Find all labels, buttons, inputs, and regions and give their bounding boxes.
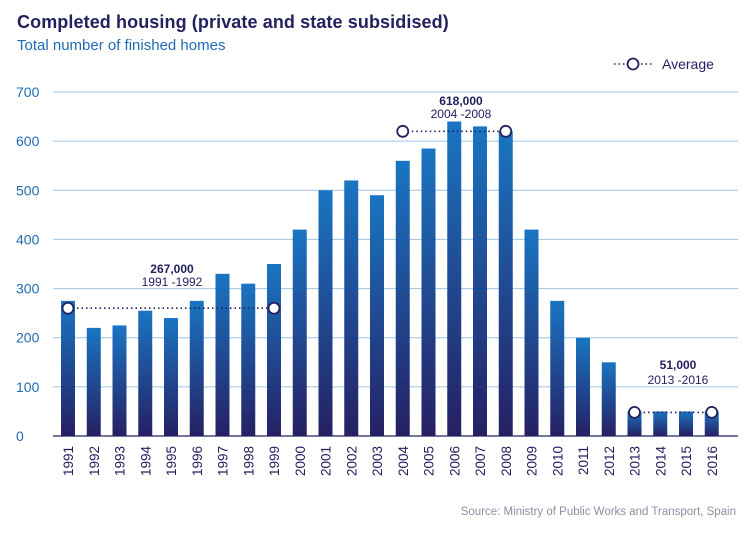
bar bbox=[498, 131, 513, 437]
average-start-marker bbox=[61, 301, 75, 315]
x-tick-label: 2003 bbox=[370, 446, 385, 476]
y-tick-label: 700 bbox=[16, 84, 40, 100]
x-tick-label: 1997 bbox=[216, 446, 231, 476]
chart-subtitle: Total number of finished homes bbox=[17, 37, 226, 54]
y-axis-ticks: 0 100 200 300 400 500 600 700 bbox=[16, 84, 40, 444]
x-tick-label: 1996 bbox=[190, 446, 205, 476]
x-tick-label: 1991 bbox=[61, 446, 76, 476]
legend-average-marker bbox=[626, 57, 640, 71]
average-start-marker bbox=[628, 406, 641, 419]
x-tick-label: 2013 bbox=[628, 446, 643, 476]
bar bbox=[86, 327, 101, 436]
average-value-label: 618,000 bbox=[439, 94, 483, 108]
x-tick-label: 1994 bbox=[138, 446, 153, 477]
x-tick-label: 2014 bbox=[653, 446, 668, 477]
x-tick-label: 1995 bbox=[164, 446, 179, 476]
x-tick-label: 2008 bbox=[499, 446, 514, 476]
y-tick-label: 200 bbox=[16, 330, 40, 346]
bar bbox=[473, 126, 487, 437]
bar bbox=[164, 318, 178, 436]
x-tick-label: 2010 bbox=[550, 446, 565, 476]
bar bbox=[421, 148, 436, 436]
x-tick-label: 2000 bbox=[293, 446, 308, 476]
x-tick-label: 2016 bbox=[705, 446, 720, 476]
bar bbox=[189, 300, 204, 436]
bar bbox=[112, 325, 127, 436]
bar bbox=[576, 337, 590, 436]
y-tick-label: 300 bbox=[16, 281, 40, 297]
average-end-marker bbox=[499, 124, 513, 138]
bars bbox=[61, 121, 719, 437]
bar bbox=[267, 264, 281, 436]
average-range-label: 2004 -2008 bbox=[431, 107, 492, 121]
legend: Average bbox=[614, 56, 714, 72]
y-tick-label: 100 bbox=[16, 379, 40, 395]
bar bbox=[344, 180, 359, 436]
average-value-label: 51,000 bbox=[660, 358, 697, 372]
bar bbox=[370, 195, 384, 436]
legend-label: Average bbox=[662, 56, 714, 72]
x-tick-label: 1998 bbox=[241, 446, 256, 476]
bar bbox=[241, 283, 256, 436]
x-tick-label: 2011 bbox=[576, 446, 591, 475]
y-tick-label: 600 bbox=[16, 133, 40, 149]
x-tick-label: 1993 bbox=[113, 446, 128, 476]
average-value-label: 267,000 bbox=[150, 262, 194, 276]
average-end-marker bbox=[267, 301, 281, 315]
x-tick-label: 1992 bbox=[87, 446, 102, 476]
average-range-label: 1991 -1992 bbox=[142, 275, 203, 289]
bar bbox=[138, 310, 153, 436]
x-tick-label: 2002 bbox=[344, 446, 359, 476]
y-tick-label: 400 bbox=[16, 231, 40, 247]
x-tick-label: 2004 bbox=[396, 446, 411, 477]
source-note: Source: Ministry of Public Works and Tra… bbox=[460, 506, 736, 518]
average-start-marker bbox=[396, 124, 410, 138]
average-range-label: 2013 -2016 bbox=[648, 373, 709, 387]
bar bbox=[601, 362, 616, 436]
bar bbox=[215, 273, 230, 436]
y-tick-label: 500 bbox=[16, 182, 40, 198]
x-tick-label: 2012 bbox=[602, 446, 617, 476]
chart-title: Completed housing (private and state sub… bbox=[17, 12, 449, 32]
bar bbox=[550, 300, 565, 436]
bar bbox=[292, 229, 307, 436]
x-axis-ticks: 1991 1992 1993 1994 1995 1996 1997 1998 1999 2000… bbox=[61, 446, 720, 477]
bar bbox=[653, 411, 668, 436]
bar bbox=[395, 160, 410, 437]
bar bbox=[447, 121, 462, 436]
bar bbox=[679, 411, 693, 436]
x-tick-label: 2001 bbox=[319, 446, 334, 476]
bar bbox=[61, 300, 75, 436]
x-tick-label: 1999 bbox=[267, 446, 282, 476]
x-tick-label: 2006 bbox=[447, 446, 462, 476]
average-end-marker bbox=[705, 406, 719, 419]
bar bbox=[318, 190, 333, 436]
bar bbox=[524, 229, 539, 436]
x-tick-label: 2005 bbox=[422, 446, 437, 476]
x-tick-label: 2015 bbox=[679, 446, 694, 476]
x-tick-label: 2007 bbox=[473, 446, 488, 476]
x-tick-label: 2009 bbox=[525, 446, 540, 476]
y-tick-label: 0 bbox=[16, 428, 24, 444]
